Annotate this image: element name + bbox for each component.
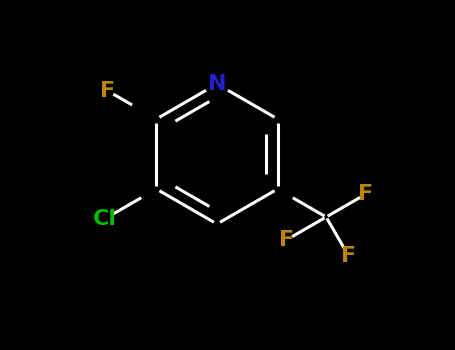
Text: F: F: [341, 246, 356, 266]
Text: F: F: [100, 81, 116, 101]
Text: F: F: [358, 184, 373, 204]
Text: Cl: Cl: [93, 209, 117, 229]
Text: F: F: [279, 230, 294, 250]
Text: N: N: [208, 74, 226, 94]
